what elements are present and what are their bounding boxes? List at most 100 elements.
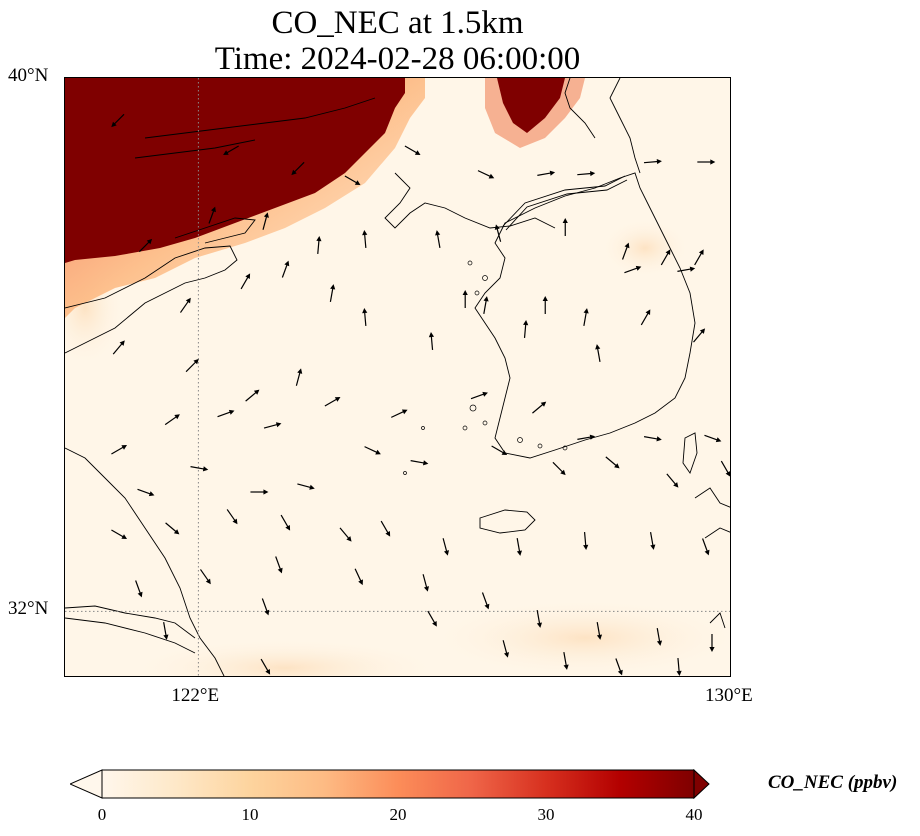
colorbar-tick-label: 40 [685,805,703,824]
wind-arrow [693,328,706,343]
plume-core [65,78,405,263]
wind-arrow [640,309,651,326]
wind-arrow [523,320,529,339]
plume-core [497,78,565,133]
wind-arrow [362,230,368,249]
wind-arrow [164,414,180,426]
wind-arrow [111,529,128,539]
map-title: CO_NEC at 1.5km [271,5,524,41]
wind-arrow [643,436,662,442]
wind-arrow [111,445,128,455]
wind-arrow [643,158,662,165]
wind-arrow [427,610,437,627]
wind-arrow [677,266,696,272]
wind-arrow [380,520,391,537]
wind-arrow [112,340,125,355]
wind-arrow [240,273,251,290]
wind-arrow [217,409,235,418]
wind-arrow [595,344,601,362]
islands [403,260,568,475]
wind-arrow [223,145,239,155]
wind-arrow [263,422,282,429]
colorbar-title: CO_NEC (ppbv) [768,772,898,793]
wind-arrow [660,249,671,266]
colorbar-gradient [101,769,695,799]
wind-arrow [621,242,630,260]
wind-arrow [491,445,508,455]
wind-arrow [291,161,305,176]
wind-arrow [649,532,656,550]
wind-arrow [364,446,381,455]
wind-arrow [163,622,169,640]
wind-arrow [297,483,315,490]
wind-arrow [208,206,216,224]
lat-tick-label: 32°N [8,598,49,620]
wind-arrow [410,460,429,466]
wind-arrow [694,249,704,266]
wind-arrow [615,658,623,676]
wind-arrow [199,569,211,585]
colorbar-extend-high [693,769,710,799]
colorbar-tick-label: 20 [389,805,407,824]
wind-arrow [583,308,589,326]
wind-arrow [483,296,489,314]
concentration-blob [425,598,730,676]
wind-arrow [537,170,556,176]
colorbar [70,769,710,799]
concentration-blob [125,638,445,676]
wind-arrow [435,230,441,248]
wind-arrow [324,397,341,407]
wind-arrow [281,260,290,278]
lon-tick-label: 122°E [171,685,220,706]
wind-vectors [111,113,730,676]
wind-arrow [697,159,716,165]
wind-arrow [245,389,260,402]
colorbar-tick-label: 10 [241,805,259,824]
concentration-blob [600,218,690,278]
wind-arrow [477,170,495,179]
wind-arrow [532,401,547,414]
wind-arrow [250,489,269,495]
wind-arrow [390,409,408,418]
wind-arrow [138,238,153,253]
wind-arrow [583,531,589,550]
coastlines [65,78,730,676]
colorbar-extend-low [70,769,103,799]
wind-arrow [329,284,336,302]
wind-arrow [422,574,429,592]
wind-arrow [502,640,510,658]
lat-tick-label: 40°N [8,65,49,86]
wind-arrow [536,610,542,628]
wind-arrow [295,368,303,386]
wind-arrow [260,658,271,675]
wind-arrow [624,265,642,274]
wind-arrow [339,527,352,542]
wind-arrow [720,460,730,477]
wind-arrow [562,218,568,236]
wind-arrow [190,466,209,472]
wind-arrow [666,473,679,488]
map-canvas [65,78,730,676]
wind-arrow [470,391,488,400]
wind-arrow [709,634,715,652]
wind-arrow [226,509,238,525]
wind-arrow [542,296,548,314]
wind-arrow [704,434,722,443]
wind-arrow [137,488,155,497]
wind-arrow [516,538,522,556]
wind-arrow [442,538,449,556]
wind-arrow [676,657,682,676]
wind-arrow [494,224,502,242]
wind-arrow [577,170,596,177]
wind-arrow [428,332,435,351]
wind-arrow [185,358,199,373]
wind-arrow [262,212,269,230]
wind-arrow [605,456,620,469]
wind-arrow [280,514,291,531]
wind-arrow [702,538,710,556]
wind-arrow [552,461,566,476]
map-subtitle-time: Time: 2024-02-28 06:00:00 [214,41,581,77]
wind-arrow [563,652,569,670]
wind-arrow [656,628,663,646]
wind-arrow [179,297,191,313]
